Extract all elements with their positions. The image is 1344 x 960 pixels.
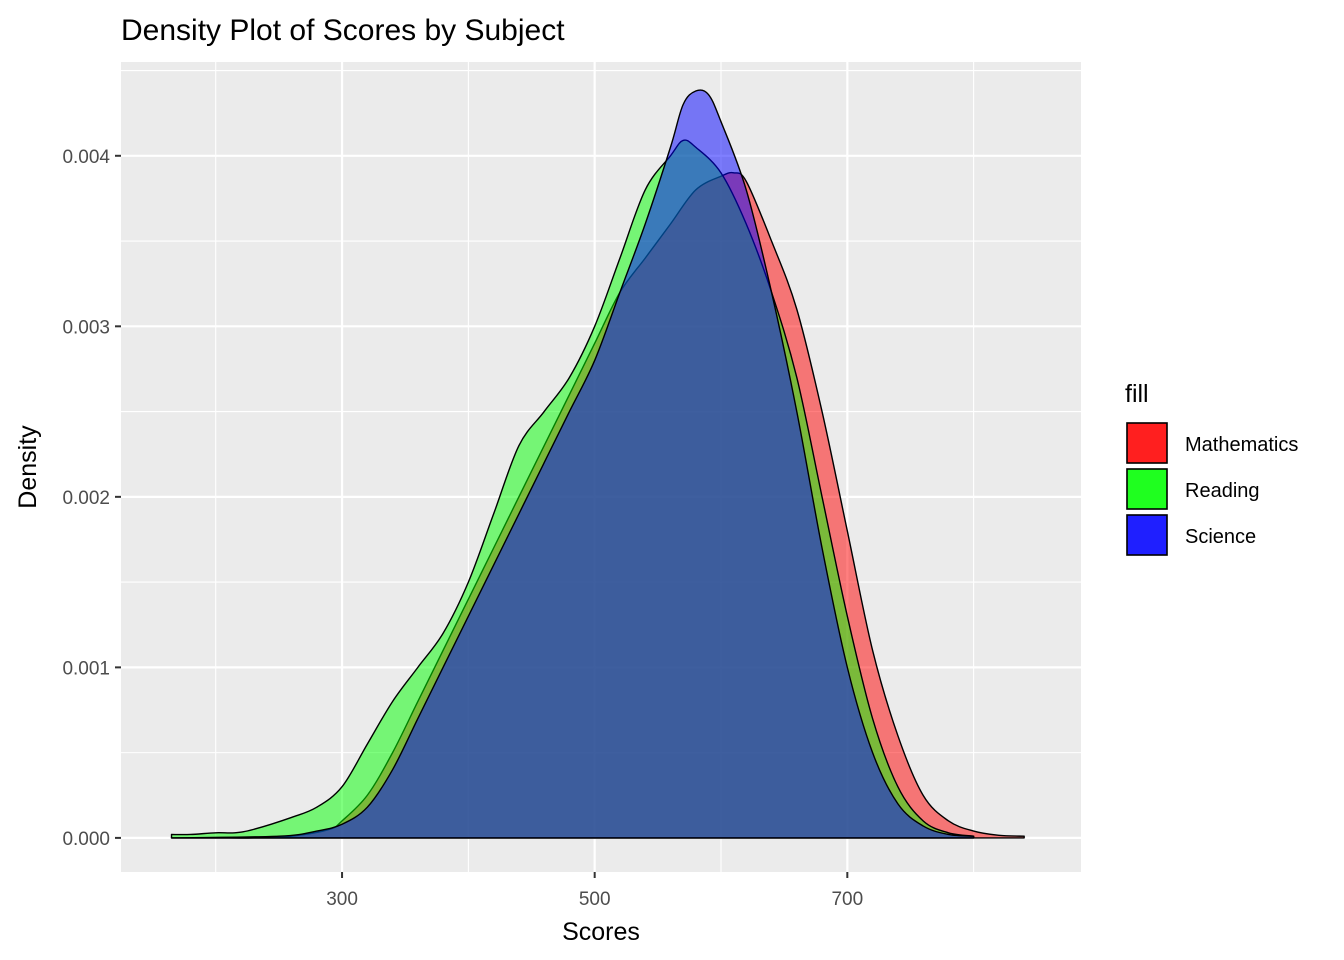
legend-swatch-reading: [1126, 468, 1168, 510]
legend: fill Mathematics Reading Science: [1125, 380, 1298, 556]
legend-title: fill: [1125, 380, 1149, 408]
legend-label-reading: Reading: [1185, 480, 1260, 502]
y-tick-label: 0.002: [62, 488, 110, 509]
x-tick-label: 700: [831, 889, 863, 910]
x-tick-label: 300: [326, 889, 358, 910]
y-tick-label: 0.004: [62, 147, 110, 168]
density-area-science: [170, 89, 975, 839]
y-axis-title: Density: [14, 425, 42, 509]
x-axis-title: Scores: [562, 918, 640, 946]
y-tick-label: 0.003: [62, 317, 110, 338]
legend-swatch-science: [1126, 514, 1168, 556]
x-tick-label: 500: [579, 889, 611, 910]
legend-label-science: Science: [1185, 526, 1256, 548]
legend-swatch-mathematics: [1126, 422, 1168, 464]
chart-title: Density Plot of Scores by Subject: [121, 14, 565, 47]
y-tick-label: 0.000: [62, 829, 110, 850]
y-tick-label: 0.001: [62, 658, 110, 679]
density-areas: [170, 89, 1025, 839]
y-axis: 0.000 0.001 0.002 0.003 0.004: [62, 147, 121, 850]
x-axis: 300 500 700: [326, 872, 863, 910]
legend-label-mathematics: Mathematics: [1185, 434, 1298, 456]
